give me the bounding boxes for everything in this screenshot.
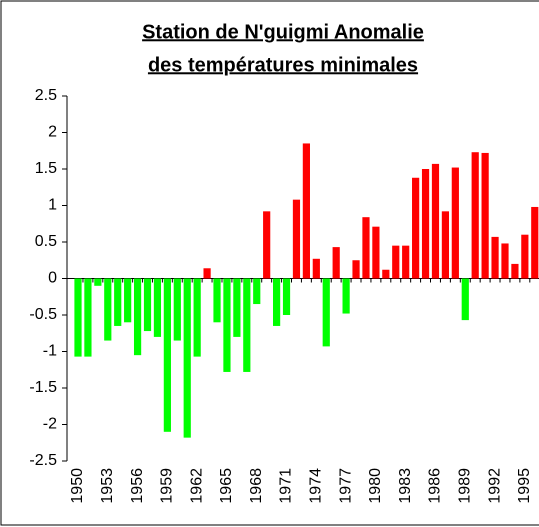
y-tick-label: -0.5: [29, 306, 57, 323]
bar: [521, 234, 529, 279]
chart-title: des températures minimales: [148, 54, 418, 76]
bar: [392, 245, 400, 279]
bar: [114, 278, 122, 326]
bar: [501, 243, 509, 279]
bar: [461, 278, 469, 321]
bar: [342, 278, 350, 314]
bar: [124, 278, 132, 323]
bar: [84, 278, 92, 357]
bar: [421, 169, 430, 279]
x-tick-label: 1983: [397, 468, 414, 504]
bar: [511, 263, 519, 279]
bar: [133, 278, 142, 356]
bar: [481, 152, 489, 279]
bar: [74, 278, 82, 357]
x-tick-label: 1962: [188, 468, 205, 504]
x-tick-label: 1986: [427, 468, 444, 504]
x-tick-label: 1965: [218, 468, 235, 504]
x-tick-label: 1968: [248, 468, 265, 504]
bar: [322, 278, 330, 347]
chart-title: Station de N'guigmi Anomalie: [142, 21, 424, 43]
bar: [382, 269, 390, 279]
y-tick-label: 1.5: [35, 160, 57, 177]
bar: [233, 278, 241, 337]
bar: [183, 278, 191, 438]
bar: [292, 199, 301, 279]
y-tick-label: -2: [43, 416, 57, 433]
bar: [282, 278, 291, 315]
bar: [253, 278, 261, 305]
bar: [441, 211, 450, 279]
bar: [312, 258, 320, 279]
bar: [263, 211, 271, 279]
x-tick-label: 1995: [516, 468, 533, 504]
bar: [431, 163, 440, 279]
y-tick-label: 2.5: [35, 87, 57, 104]
y-tick-label: -1.5: [29, 379, 57, 396]
x-tick-label: 1953: [99, 468, 116, 504]
bar: [362, 217, 370, 279]
x-tick-label: 1992: [486, 468, 503, 504]
bar: [223, 278, 231, 372]
bar: [153, 278, 162, 337]
bar: [273, 278, 281, 326]
bar: [143, 278, 152, 332]
y-tick-label: -2.5: [29, 452, 57, 469]
bar: [302, 143, 310, 279]
bar: [163, 278, 171, 432]
bar: [104, 278, 112, 341]
bar: [402, 245, 410, 279]
x-tick-label: 1989: [456, 468, 473, 504]
bar: [332, 247, 340, 279]
bar: [173, 278, 181, 341]
bar: [471, 152, 479, 279]
x-tick-label: 1959: [159, 468, 176, 504]
y-tick-label: 0: [48, 270, 57, 287]
y-tick-label: -1: [43, 343, 57, 360]
bar: [213, 278, 221, 323]
x-tick-label: 1974: [308, 468, 325, 504]
x-tick-label: 1971: [278, 468, 295, 504]
x-tick-label: 1956: [129, 468, 146, 504]
x-tick-label: 1950: [69, 468, 86, 504]
bar: [531, 206, 539, 279]
bar: [243, 278, 251, 372]
bar: [193, 278, 201, 357]
x-tick-label: 1977: [337, 468, 354, 504]
x-tick-label: 1980: [367, 468, 384, 504]
bar: [203, 268, 211, 279]
y-tick-label: 2: [48, 124, 57, 141]
bar: [352, 260, 360, 279]
bar: [372, 226, 380, 279]
y-tick-label: 0.5: [35, 233, 57, 250]
bar: [491, 236, 499, 279]
bar: [94, 278, 102, 286]
bar: [451, 167, 459, 279]
y-tick-label: 1: [48, 197, 57, 214]
bar: [412, 177, 420, 279]
